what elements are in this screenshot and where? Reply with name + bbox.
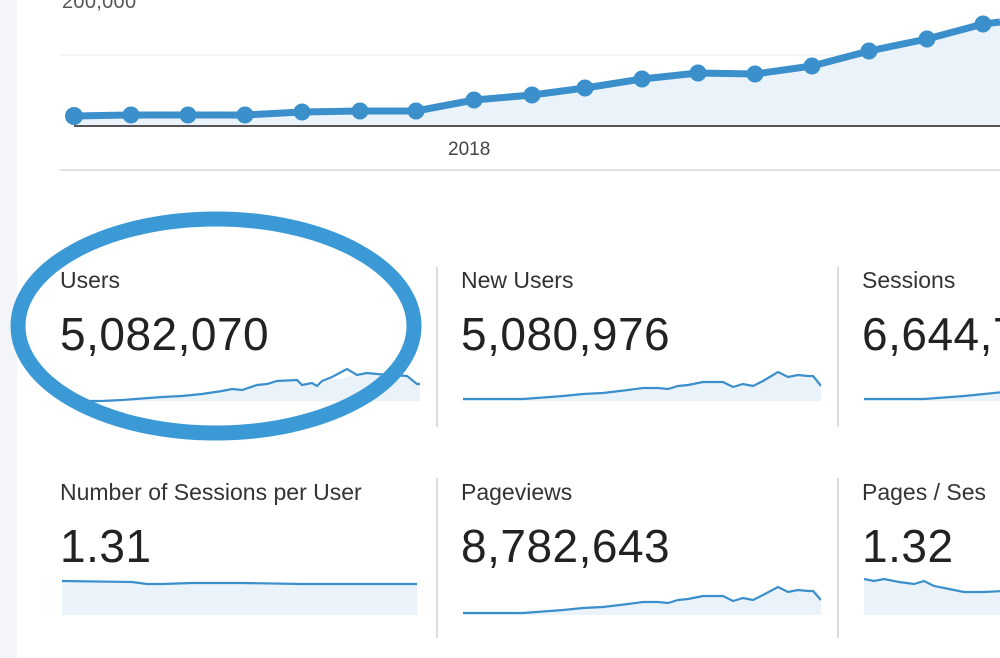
metric-pageviews[interactable]: Pageviews 8,782,643 (461, 479, 831, 629)
metric-sessions-per-user[interactable]: Number of Sessions per User 1.31 (60, 479, 430, 629)
metric-users[interactable]: Users 5,082,070 (60, 267, 430, 417)
pageviews-sparkline (463, 585, 821, 615)
metric-sessions[interactable]: Sessions 6,644,7 (862, 267, 1000, 417)
metric-new-users[interactable]: New Users 5,080,976 (461, 267, 831, 417)
new-users-sparkline (463, 370, 821, 401)
metric-label: Pages / Ses (862, 479, 987, 505)
metric-value: 5,080,976 (461, 308, 671, 360)
users-sparkline (62, 367, 420, 403)
metric-value: 6,644,7 (862, 308, 1000, 360)
metric-value: 8,782,643 (461, 520, 671, 572)
column-divider (837, 478, 839, 638)
metric-value: 1.31 (60, 520, 152, 572)
left-sidebar-strip (0, 0, 17, 658)
sessions-sparkline (864, 391, 1000, 401)
metric-value: 1.32 (862, 520, 954, 572)
metric-pages-per-session[interactable]: Pages / Ses 1.32 (862, 479, 1000, 629)
metric-label: Sessions (862, 267, 956, 293)
section-divider (60, 169, 1000, 171)
x-axis-label: 2018 (448, 139, 491, 160)
pages-per-session-sparkline (864, 577, 1000, 615)
metric-value: 5,082,070 (60, 308, 270, 360)
column-divider (436, 267, 438, 427)
column-divider (436, 478, 438, 638)
metric-label: Number of Sessions per User (60, 479, 362, 505)
users-over-time-chart (60, 15, 1000, 127)
metric-label: New Users (461, 267, 574, 293)
sessions-per-user-sparkline (62, 579, 417, 615)
column-divider (837, 267, 839, 427)
metric-label: Users (60, 267, 121, 293)
y-axis-label: 200,000 (62, 0, 137, 13)
metric-label: Pageviews (461, 479, 573, 505)
